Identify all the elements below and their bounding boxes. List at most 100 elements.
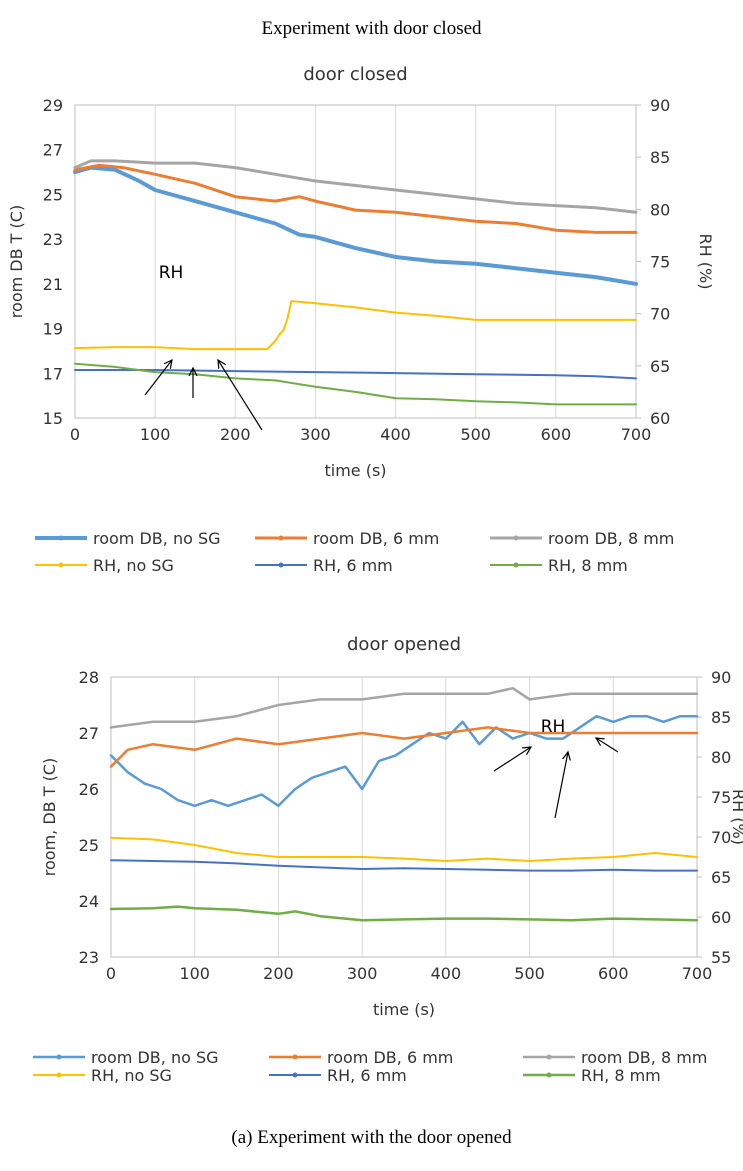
y2-tick-label: 85 xyxy=(650,148,670,167)
x-tick-label: 400 xyxy=(431,964,462,983)
chart-door-closed: door closed 0 100 200 300 400 500 600 700 15 17 19 2… xyxy=(7,64,715,575)
plot-frame xyxy=(110,676,698,958)
legend-marker xyxy=(56,1072,62,1078)
series-line-rh-no-sg xyxy=(74,300,637,351)
x-tick-label: 100 xyxy=(140,425,171,444)
x-tick-label: 700 xyxy=(682,964,713,983)
legend-marker xyxy=(292,1072,298,1078)
legend-marker xyxy=(278,562,284,568)
y2-tick-label: 70 xyxy=(650,305,670,324)
y-tick-label: 26 xyxy=(79,780,99,799)
legend-marker xyxy=(278,535,284,541)
annotation-arrow xyxy=(144,360,172,396)
legend-marker xyxy=(56,1054,62,1060)
legend-marker xyxy=(546,1072,552,1078)
legend-marker xyxy=(513,562,519,568)
y2-tick-label: 90 xyxy=(711,668,731,687)
figure-caption: (a) Experiment with the door opened xyxy=(231,1127,512,1148)
plot-frame xyxy=(74,104,637,419)
legend-label: room DB, no SG xyxy=(93,529,221,548)
y-tick-label: 27 xyxy=(79,724,99,743)
y2-tick-label: 65 xyxy=(711,868,731,887)
legend-label: room DB, 6 mm xyxy=(313,529,439,548)
annotation-arrow xyxy=(596,738,619,753)
y-tick-label: 21 xyxy=(43,275,63,294)
y-tick-label: 19 xyxy=(43,320,63,339)
annotation-arrow xyxy=(493,747,531,772)
y2-tick-label: 80 xyxy=(711,748,731,767)
y-tick-label: 25 xyxy=(79,836,99,855)
page-title: Experiment with door closed xyxy=(261,18,482,39)
legend-label: room DB, 8 mm xyxy=(548,529,674,548)
y-tick-label: 15 xyxy=(43,409,63,428)
legend-label: RH, 8 mm xyxy=(581,1066,661,1085)
x-tick-label: 600 xyxy=(598,964,629,983)
annotation-label: RH xyxy=(541,717,566,737)
chart-door-opened: door opened 0 100 200 300 400 500 600 700 23 24 25 2… xyxy=(33,634,743,1085)
x-axis-label: time (s) xyxy=(373,1000,435,1019)
series-line-rh-no-sg xyxy=(110,836,698,862)
legend-label: room DB, 8 mm xyxy=(581,1048,707,1067)
y-tick-label: 23 xyxy=(79,948,99,967)
legend-label: RH, 6 mm xyxy=(327,1066,407,1085)
legend-marker xyxy=(58,535,64,541)
x-tick-label: 200 xyxy=(220,425,251,444)
y2-tick-label: 80 xyxy=(650,200,670,219)
x-tick-label: 400 xyxy=(380,425,411,444)
series-line-rh-6-mm xyxy=(110,859,698,872)
x-tick-label: 500 xyxy=(460,425,491,444)
legend-marker xyxy=(513,535,519,541)
y2-tick-label: 75 xyxy=(711,788,731,807)
series-line-room-db-no-sg xyxy=(73,165,638,286)
series-line-room-db-no-sg xyxy=(109,714,699,808)
x-tick-label: 600 xyxy=(541,425,572,444)
y-tick-label: 23 xyxy=(43,230,63,249)
x-tick-label: 0 xyxy=(70,425,80,444)
x-tick-label: 100 xyxy=(179,964,210,983)
y-tick-label: 17 xyxy=(43,364,63,383)
y-tick-label: 27 xyxy=(43,141,63,160)
series-line-rh-8-mm xyxy=(74,362,637,406)
y-axis-label: room, DB T (C) xyxy=(40,758,59,876)
x-tick-label: 700 xyxy=(621,425,652,444)
legend-label: room DB, 6 mm xyxy=(327,1048,453,1067)
y-tick-label: 28 xyxy=(79,668,99,687)
x-axis-label: time (s) xyxy=(324,461,386,480)
legend-label: RH, no SG xyxy=(91,1066,172,1085)
y2-tick-label: 70 xyxy=(711,828,731,847)
y2-tick-label: 75 xyxy=(650,253,670,272)
x-tick-label: 500 xyxy=(514,964,545,983)
legend-marker xyxy=(292,1054,298,1060)
y2-tick-label: 60 xyxy=(650,409,670,428)
x-tick-label: 200 xyxy=(263,964,294,983)
y-axis-label: room DB T (C) xyxy=(7,205,26,318)
legend-marker xyxy=(58,562,64,568)
annotation-arrow xyxy=(554,752,568,819)
y2-tick-label: 85 xyxy=(711,708,731,727)
y-tick-label: 25 xyxy=(43,185,63,204)
series-line-room-db-8-mm xyxy=(109,686,699,729)
series-line-room-db-6-mm xyxy=(109,726,699,768)
legend-label: RH, no SG xyxy=(93,556,174,575)
y2-tick-label: 90 xyxy=(650,96,670,115)
legend-marker xyxy=(546,1054,552,1060)
x-tick-label: 300 xyxy=(347,964,378,983)
x-tick-label: 0 xyxy=(106,964,116,983)
series-line-room-db-8-mm xyxy=(73,159,638,214)
annotation-arrow xyxy=(218,360,263,431)
y2-axis-label: RH (%) xyxy=(729,789,743,845)
y2-tick-label: 60 xyxy=(711,908,731,927)
chart-title: door opened xyxy=(347,634,461,655)
y-tick-label: 24 xyxy=(79,892,99,911)
legend-label: RH, 6 mm xyxy=(313,556,393,575)
y2-axis-label: RH (%) xyxy=(696,234,715,290)
series-line-rh-8-mm xyxy=(109,905,699,922)
y2-tick-label: 55 xyxy=(711,948,731,967)
legend-label: RH, 8 mm xyxy=(548,556,628,575)
series-line-rh-6-mm xyxy=(74,369,637,380)
x-tick-label: 300 xyxy=(300,425,331,444)
chart-title: door closed xyxy=(303,64,407,85)
y-tick-label: 29 xyxy=(43,96,63,115)
y2-tick-label: 65 xyxy=(650,357,670,376)
annotation-label: RH xyxy=(159,263,184,283)
